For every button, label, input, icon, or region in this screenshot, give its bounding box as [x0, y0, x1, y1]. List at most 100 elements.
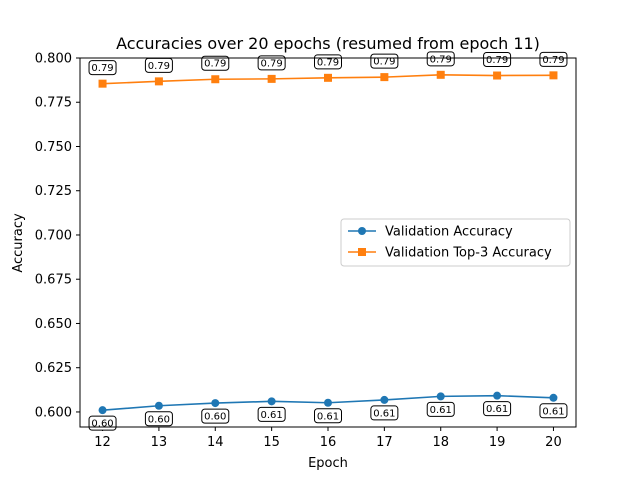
data-label-text: 0.79 [148, 61, 170, 72]
y-axis-title: Accuracy [11, 213, 26, 273]
data-label-box [257, 406, 286, 422]
data-label-text: 0.79 [317, 57, 339, 68]
data-label-box [370, 405, 399, 421]
data-label-text: 0.61 [261, 410, 283, 421]
legend-entry: Validation Accuracy [348, 225, 513, 240]
data-point [549, 71, 558, 80]
legend-label: Validation Top-3 Accuracy [385, 246, 552, 261]
data-label: 0.79 [539, 51, 568, 67]
data-label: 0.61 [314, 408, 342, 424]
axes-frame [79, 57, 577, 428]
data-label: 0.60 [201, 408, 230, 424]
data-label-text: 0.79 [486, 55, 508, 66]
series-validation-accuracy: 0.60 0.60 0.60 0.61 0.61 0.61 0.61 0.61 0.61 [88, 391, 568, 431]
data-label-box [88, 60, 117, 76]
data-label-box [483, 52, 512, 68]
x-tick-label: 18 [432, 435, 449, 450]
data-point [493, 391, 502, 400]
x-tick-label: 12 [94, 435, 111, 450]
data-point [436, 392, 445, 401]
data-point [98, 79, 107, 88]
data-label-box [257, 55, 286, 71]
data-label-text: 0.61 [317, 411, 339, 422]
x-tick-label: 13 [151, 435, 168, 450]
data-label-text: 0.61 [373, 408, 395, 419]
data-label-box [426, 401, 455, 417]
data-label: 0.61 [370, 405, 399, 421]
data-label-box [426, 51, 455, 67]
data-label-text: 0.61 [486, 404, 508, 415]
data-point [380, 73, 389, 82]
x-tick-label: 16 [320, 435, 337, 450]
y-tick-label: 0.600 [35, 405, 72, 420]
data-point [211, 75, 220, 84]
data-point [324, 398, 332, 407]
y-tick-label: 0.775 [35, 96, 72, 111]
data-label: 0.79 [201, 55, 230, 71]
data-label-text: 0.60 [148, 414, 170, 425]
data-point [549, 393, 558, 402]
data-label-box [539, 403, 568, 419]
series-validation-top3-accuracy: 0.79 0.79 0.79 0.79 0.79 0.79 0.79 0.79 0.79 [88, 51, 568, 88]
data-label: 0.61 [426, 401, 455, 417]
y-tick-label: 0.650 [35, 317, 72, 332]
chart-title: Accuracies over 20 epochs (resumed from … [116, 34, 540, 53]
data-point [267, 397, 276, 406]
data-label-text: 0.79 [373, 57, 395, 68]
data-point [436, 70, 445, 79]
legend-entry: Validation Top-3 Accuracy [348, 246, 552, 261]
data-label: 0.79 [88, 60, 117, 76]
data-label: 0.61 [483, 401, 512, 417]
data-point [493, 71, 502, 80]
data-label-box [314, 408, 342, 424]
data-point [154, 77, 163, 86]
data-label-text: 0.79 [430, 54, 452, 65]
legend-marker [358, 227, 366, 235]
data-label-box [539, 51, 568, 67]
data-label: 0.61 [257, 406, 286, 422]
data-label: 0.60 [88, 415, 117, 431]
data-label-text: 0.61 [430, 405, 452, 416]
y-tick-label: 0.750 [35, 140, 72, 155]
data-label-box [483, 401, 512, 417]
data-label-text: 0.79 [91, 63, 113, 74]
data-label-box [144, 411, 173, 427]
y-tick-label: 0.700 [35, 228, 72, 243]
x-tick-label: 17 [376, 435, 393, 450]
data-label: 0.79 [144, 57, 173, 73]
x-tick-label: 20 [545, 435, 562, 450]
data-label: 0.79 [314, 54, 342, 70]
data-label-text: 0.60 [204, 412, 226, 423]
data-label-box [201, 408, 230, 424]
data-point [380, 395, 389, 404]
x-tick-label: 19 [489, 435, 506, 450]
data-label-text: 0.79 [261, 58, 283, 69]
data-label-text: 0.79 [542, 55, 564, 66]
y-tick-label: 0.675 [35, 273, 72, 288]
legend-marker [358, 248, 366, 256]
data-point [211, 399, 220, 408]
data-point [98, 406, 107, 415]
data-label-text: 0.79 [204, 59, 226, 70]
data-point [324, 73, 332, 82]
x-tick-label: 14 [207, 435, 224, 450]
y-tick-label: 0.725 [35, 184, 72, 199]
legend-box [340, 218, 571, 267]
y-tick-label: 0.800 [35, 52, 72, 67]
x-axis-title: Epoch [308, 456, 348, 471]
data-point [154, 401, 163, 410]
y-tick-label: 0.625 [35, 361, 72, 376]
data-label: 0.79 [426, 51, 455, 67]
x-tick-label: 15 [263, 435, 280, 450]
data-label: 0.61 [539, 403, 568, 419]
data-label-box [201, 55, 230, 71]
data-point [267, 74, 276, 83]
data-label: 0.60 [144, 411, 173, 427]
legend-label: Validation Accuracy [385, 225, 513, 240]
plot-area: 12 13 14 15 16 17 18 19 20 0.600 0.625 0.650 0.675 0.… [35, 51, 577, 450]
data-label-text: 0.60 [91, 419, 113, 430]
data-label-text: 0.61 [542, 406, 564, 417]
data-label: 0.79 [370, 53, 399, 69]
